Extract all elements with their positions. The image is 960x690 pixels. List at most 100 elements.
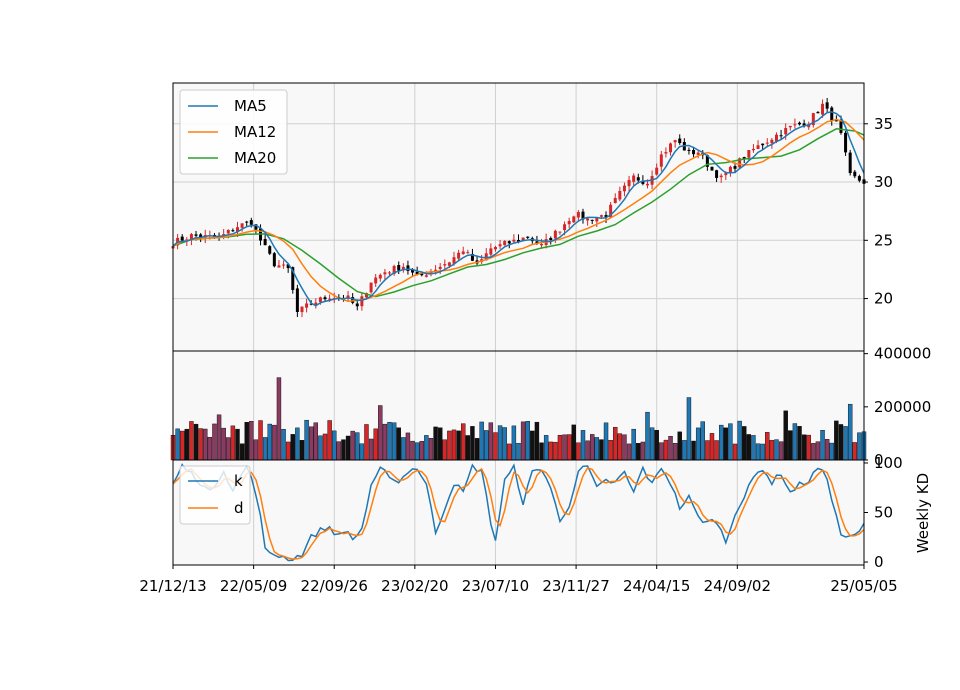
volume-bar [285, 441, 291, 461]
candle-body [397, 265, 401, 271]
volume-bar [437, 427, 443, 461]
volume-bar [590, 434, 595, 461]
candle-body [747, 150, 751, 158]
candle-body [235, 227, 239, 233]
volume-y-tick-label: 200000 [874, 398, 931, 416]
candle-body [503, 241, 507, 246]
volume-bar [622, 434, 627, 461]
candle-body [420, 273, 424, 276]
volume-bar [626, 443, 632, 461]
candle-body [765, 142, 769, 144]
candle-body [549, 238, 553, 241]
candle-body [719, 175, 723, 178]
candle-body [848, 152, 852, 174]
candle-body [609, 204, 613, 218]
volume-y-tick-label: 0 [874, 451, 884, 469]
volume-bar [700, 421, 705, 461]
volume-bar [718, 424, 724, 461]
volume-bar [571, 424, 576, 461]
candle-body [784, 128, 788, 135]
candle-body [558, 231, 562, 233]
candle-body [669, 143, 673, 153]
candle-body [383, 272, 387, 275]
candle-body [406, 265, 410, 271]
volume-bar [631, 428, 636, 461]
candle-body [277, 265, 281, 268]
volume-y-tick-label: 400000 [874, 345, 931, 363]
volume-bar [663, 439, 669, 461]
candle-body [664, 152, 668, 154]
volume-bar [368, 438, 374, 461]
volume-bar [304, 419, 309, 461]
volume-bar [350, 430, 355, 461]
kd-axis-label: Weekly KD [914, 473, 932, 553]
volume-bar [847, 403, 853, 461]
candle-body [424, 275, 428, 277]
volume-bar [834, 420, 839, 461]
candle-body [434, 269, 438, 271]
candle-body [839, 120, 843, 133]
volume-bar [387, 422, 392, 461]
volume-bar [820, 430, 825, 461]
volume-bar [493, 432, 498, 461]
volume-bar [244, 422, 249, 461]
volume-bar [235, 428, 240, 461]
candle-body [226, 229, 230, 234]
candle-body [461, 251, 465, 255]
candle-body [429, 271, 433, 275]
volume-bar [599, 439, 604, 461]
volume-bar [262, 437, 268, 461]
candle-body [493, 246, 497, 250]
volume-bar [695, 427, 701, 461]
candle-body [268, 246, 272, 254]
volume-bar [290, 434, 295, 461]
volume-bar [566, 434, 572, 461]
candle-body [830, 107, 834, 121]
x-tick-label: 22/09/26 [301, 577, 368, 595]
candle-body [189, 234, 193, 241]
volume-bar [470, 426, 475, 461]
volume-bar [198, 428, 203, 461]
volume-bar [396, 427, 401, 461]
volume-bar [345, 435, 351, 461]
volume-bar [373, 428, 378, 461]
candle-body [489, 248, 493, 255]
candle-body [710, 166, 714, 171]
ma20-line [172, 128, 865, 298]
legend-ma20-label: MA20 [234, 149, 276, 167]
volume-bar [405, 432, 411, 461]
volume-bar [788, 430, 793, 461]
volume-bar [313, 422, 319, 461]
volume-bar [617, 433, 623, 461]
volume-bar [511, 425, 517, 461]
volume-bar [272, 424, 277, 461]
volume-bar [645, 411, 650, 461]
d-line [172, 466, 865, 560]
volume-bar [815, 441, 821, 461]
candle-body [521, 237, 525, 241]
volume-bar [239, 443, 245, 461]
volume-bar [534, 421, 540, 461]
volume-bar [318, 435, 323, 461]
candle-body [687, 149, 691, 151]
candle-body [715, 170, 719, 178]
candle-body [484, 253, 488, 261]
volume-bar [359, 443, 365, 461]
candle-body [498, 244, 502, 247]
volume-bar [530, 430, 535, 461]
volume-bar [281, 429, 286, 461]
volume-bar [765, 432, 770, 461]
axis-ticks: 21/12/13 22/05/09 22/09/26 23/02/20 23/07/10… [139, 115, 931, 595]
volume-bar [207, 436, 213, 461]
volume-bar [824, 439, 830, 461]
volume-bar [728, 423, 733, 461]
candle-body [512, 239, 516, 242]
kd-panel-background [173, 460, 864, 565]
candle-body [622, 185, 626, 192]
candle-body [834, 120, 838, 122]
volume-bar [488, 422, 494, 461]
price-y-tick-label: 30 [874, 173, 893, 191]
x-tick-label: 23/02/20 [381, 577, 448, 595]
volume-bar [258, 420, 263, 461]
volume-bar [226, 437, 231, 461]
